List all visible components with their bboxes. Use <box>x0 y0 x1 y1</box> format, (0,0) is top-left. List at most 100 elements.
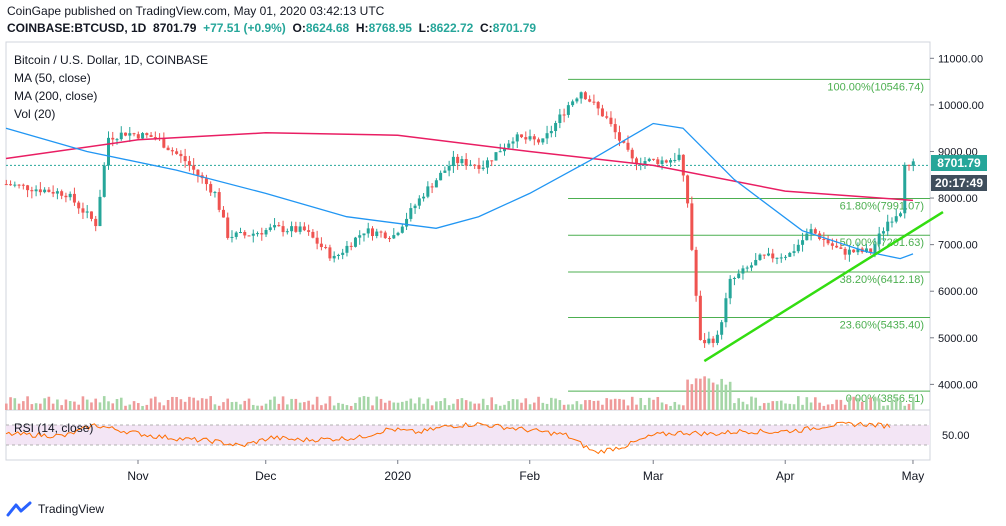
candle-body <box>192 165 196 170</box>
candle-body <box>477 165 481 169</box>
candle-body <box>434 180 438 188</box>
candle-body <box>128 133 132 136</box>
candle-body <box>358 235 362 238</box>
volume-bar <box>162 405 166 410</box>
volume-bar <box>848 397 851 410</box>
candle-body <box>711 338 715 343</box>
volume-bar <box>797 396 800 410</box>
candle-body <box>647 158 651 162</box>
legend-vol[interactable]: Vol (20) <box>14 107 56 121</box>
candle-body <box>592 101 596 103</box>
candle-body <box>707 338 711 344</box>
candle-body <box>166 147 170 151</box>
volume-bar <box>115 399 119 410</box>
candle-body <box>43 189 47 193</box>
volume-bar <box>154 396 157 410</box>
y-tick-label-1: 10000.00 <box>938 100 984 112</box>
volume-bar <box>30 404 34 410</box>
volume-bar <box>877 398 881 410</box>
volume-bar <box>707 378 711 410</box>
volume-bar <box>68 401 72 410</box>
candle-body <box>749 265 753 268</box>
volume-bar <box>401 401 404 410</box>
candle-body <box>315 237 319 244</box>
candle-body <box>677 154 681 160</box>
last-price-label: 8701.79 <box>931 155 987 171</box>
candle-body <box>771 253 775 259</box>
volume-bar <box>567 404 570 410</box>
volume-bar <box>550 397 553 410</box>
candle-body <box>852 249 856 253</box>
legend-ma200[interactable]: MA (200, close) <box>14 89 98 103</box>
candle-body <box>226 217 230 238</box>
candle-body <box>132 133 136 135</box>
candle-body <box>94 218 98 227</box>
candle-body <box>911 161 915 166</box>
candle-body <box>362 233 366 236</box>
x-tick-label-1: Dec <box>255 469 276 483</box>
volume-bar <box>73 401 76 410</box>
candle-body <box>430 186 434 188</box>
volume-bar <box>520 402 523 410</box>
volume-bar <box>716 384 719 410</box>
candle-body <box>68 193 72 198</box>
candle-body <box>217 192 221 210</box>
fib-label-4: 23.60%(5435.40) <box>840 320 924 332</box>
candle-body <box>754 259 758 266</box>
volume-bar <box>839 399 843 410</box>
volume-bar <box>630 396 634 410</box>
candle-body <box>30 190 34 192</box>
x-tick-label-2: 2020 <box>384 469 411 483</box>
candle-body <box>439 172 443 181</box>
candle-body <box>77 202 81 209</box>
candle-body <box>183 156 187 162</box>
volume-bar <box>141 405 144 410</box>
volume-bar <box>545 403 549 410</box>
volume-bar <box>443 398 447 410</box>
ma50-line <box>5 122 914 260</box>
volume-bar <box>98 402 102 410</box>
y-tick-label-5: 6000.00 <box>938 286 978 298</box>
ma200-line <box>5 132 914 202</box>
volume-bar <box>456 399 459 410</box>
ohlc-line: COINBASE:BTCUSD, 1D 8701.79 +77.51 (+0.9… <box>7 21 536 35</box>
footer-brand[interactable]: TradingView <box>38 502 105 516</box>
volume-bar <box>481 398 485 410</box>
candle-body <box>170 150 174 152</box>
candle-body <box>622 140 626 143</box>
legend-ma50[interactable]: MA (50, close) <box>14 71 91 85</box>
volume-bar <box>430 405 434 410</box>
candle-body <box>26 185 30 191</box>
candle-body <box>583 92 587 100</box>
volume-bar <box>792 404 796 410</box>
candle-body <box>336 254 340 256</box>
countdown-label: 20:17:49 <box>931 175 987 191</box>
volume-bar <box>673 401 677 410</box>
volume-bar <box>592 400 596 410</box>
volume-bar <box>711 382 715 410</box>
volume-bar <box>328 396 332 410</box>
volume-bar <box>413 403 417 410</box>
volume-bar <box>205 398 208 410</box>
candle-body <box>396 232 400 236</box>
plot-frame <box>5 41 931 461</box>
candle-body <box>260 233 264 235</box>
volume-bar <box>503 404 506 410</box>
candle-body <box>89 211 93 219</box>
volume-bar <box>43 398 46 410</box>
volume-bar <box>890 399 894 410</box>
volume-bar <box>613 398 617 410</box>
volume-bar <box>784 403 787 410</box>
volume-bar <box>409 398 413 410</box>
volume-bar <box>856 398 860 410</box>
volume-bar <box>464 400 468 410</box>
volume-bar <box>899 400 902 410</box>
candle-body <box>38 189 42 193</box>
legend-rsi[interactable]: RSI (14, close) <box>14 421 94 435</box>
candle-body <box>490 160 494 162</box>
tradingview-logo-icon[interactable] <box>6 501 32 517</box>
candle-body <box>813 229 817 234</box>
candle-body <box>187 161 191 166</box>
candle-body <box>460 159 464 164</box>
